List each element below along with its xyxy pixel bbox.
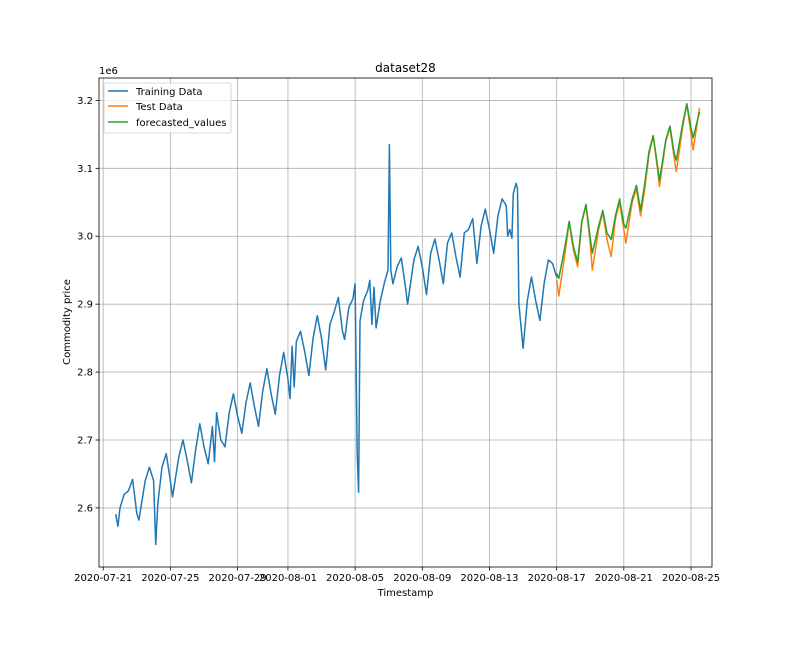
x-tick-label: 2020-08-01: [259, 573, 317, 584]
legend: Training Data Test Data forecasted_value…: [103, 82, 232, 134]
y-tick-label: 3.2: [77, 96, 93, 107]
y-tick-label: 2.8: [77, 368, 93, 379]
grid: [99, 78, 712, 567]
x-tick-label: 2020-08-17: [528, 573, 586, 584]
x-tick-label: 2020-08-09: [393, 573, 451, 584]
x-tick-label: 2020-08-25: [662, 573, 720, 584]
x-tick-label: 2020-07-21: [74, 573, 132, 584]
legend-box: [103, 82, 232, 134]
y-tick-label: 2.6: [77, 503, 93, 514]
y-tick-label: 2.9: [77, 300, 93, 311]
training-data-line: [115, 143, 558, 546]
chart-title: dataset28: [375, 61, 436, 75]
x-tick-label: 2020-08-05: [326, 573, 384, 584]
x-tick-label: 2020-07-29: [208, 573, 266, 584]
legend-label-training: Training Data: [135, 87, 203, 98]
series-layer: [115, 103, 701, 546]
y-axis-label: Commodity price: [62, 279, 73, 365]
y-tick-label: 3.0: [77, 232, 93, 243]
x-axis: 2020-07-21 2020-07-25 2020-07-292020-08-01…: [74, 567, 720, 584]
x-tick-label: 2020-08-13: [460, 573, 518, 584]
y-axis: 2.6 2.7 2.8 2.9 3.0 3.1 3.2: [77, 96, 99, 514]
plot-frame: [98, 77, 713, 568]
x-tick-label: 2020-07-25: [141, 573, 199, 584]
legend-label-test: Test Data: [135, 102, 183, 113]
x-axis-label: Timestamp: [377, 588, 434, 599]
y-tick-label: 3.1: [77, 164, 93, 175]
forecasted-values-line: [555, 103, 701, 280]
x-tick-label: 2020-08-21: [595, 573, 653, 584]
y-tick-label: 2.7: [77, 435, 93, 446]
legend-label-forecast: forecasted_values: [136, 118, 226, 129]
y-offset-label: 1e6: [99, 66, 118, 77]
